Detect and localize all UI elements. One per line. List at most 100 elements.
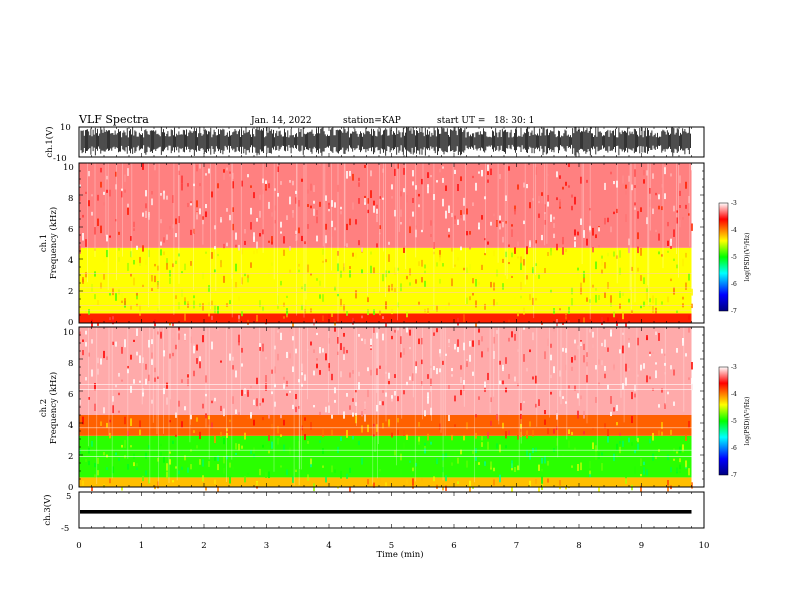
ch1-spec-speckle-749 xyxy=(640,247,642,256)
ch1-spec-speckle-2 xyxy=(79,294,81,298)
ch2-spec-striation-28 xyxy=(422,327,423,420)
ch1-spec-speckle-386 xyxy=(367,198,369,204)
ch2-spec-striation-19 xyxy=(168,327,170,483)
ch2-spec-speckle-512 xyxy=(463,435,465,441)
ch1-spec-speckle-436 xyxy=(406,311,408,318)
ch1-spec-striation-54 xyxy=(240,163,242,286)
ch1-spec-speckle-27 xyxy=(97,322,99,326)
ch2-spec-speckle-360 xyxy=(349,405,351,410)
ch1-spec-speckle-726 xyxy=(622,311,624,320)
ch1-spec-speckle-422 xyxy=(394,287,396,293)
ch2-spec-speckle-22 xyxy=(94,463,96,468)
ch2-spec-speckle-527 xyxy=(472,371,474,376)
ch1-spec-speckle-200 xyxy=(229,172,231,177)
ch2-spec-speckle-764 xyxy=(652,351,654,355)
ch2-spec-speckle-177 xyxy=(211,400,213,404)
ch2-spec-speckle-202 xyxy=(229,462,231,468)
ch2-spec-speckle-772 xyxy=(658,332,660,341)
ch1-spec-speckle-735 xyxy=(628,175,630,182)
ch2-spec-speckle-441 xyxy=(409,376,411,381)
ch1-spec-striation-23 xyxy=(485,163,486,254)
ch1-spec-speckle-230 xyxy=(250,222,252,230)
ch1-spec-speckle-773 xyxy=(658,233,660,241)
ch1-spec-speckle-597 xyxy=(526,262,528,267)
ch1-spec-speckle-132 xyxy=(178,170,180,176)
ch1-spec-speckle-474 xyxy=(433,194,435,200)
ch2-spec-speckle-161 xyxy=(199,356,201,363)
ch1-spec-speckle-324 xyxy=(322,315,324,322)
ch2-spec-speckle-514 xyxy=(463,383,465,391)
ch1-spec-speckle-613 xyxy=(538,195,540,202)
ch2-spec-speckle-716 xyxy=(616,404,618,411)
ch1-spec-speckle-465 xyxy=(427,308,429,314)
ch2-spec-speckle-524 xyxy=(472,450,474,454)
ch2-spec-speckle-79 xyxy=(136,463,138,467)
ch2-spec-speckle-508 xyxy=(460,389,462,396)
ch2-spec-speckle-743 xyxy=(634,466,636,474)
ch2-spec-speckle-11 xyxy=(85,377,87,381)
ch2-spec-speckle-749 xyxy=(640,485,642,494)
ch2-spec-speckle-461 xyxy=(424,410,426,417)
ch2-spec-speckle-522 xyxy=(469,480,471,487)
ch1-spec-speckle-73 xyxy=(133,221,135,228)
ch2-spec-speckle-257 xyxy=(271,391,273,394)
ch2-spec-speckle-346 xyxy=(337,351,339,355)
ch2-spec-speckle-818 xyxy=(691,362,693,370)
ch1-spec-speckle-389 xyxy=(370,170,372,177)
ch1-spec-speckle-819 xyxy=(691,163,693,171)
ch2-spec-speckle-539 xyxy=(481,435,483,441)
ch1-spec-speckle-126 xyxy=(172,195,174,204)
ch3-ytick-bottom: -5 xyxy=(61,524,69,534)
ch2-spec-speckle-329 xyxy=(325,370,327,377)
ch2-spec-speckle-417 xyxy=(391,335,393,340)
ch2-spec-speckle-281 xyxy=(289,390,291,393)
time-tick-label-1: 1 xyxy=(139,541,144,551)
ch2-spec-speckle-635 xyxy=(553,428,555,434)
ch1-spec-speckle-665 xyxy=(577,267,579,271)
ch2-spec-speckle-41 xyxy=(109,419,111,423)
ch1-spec-speckle-574 xyxy=(508,319,510,324)
ch1-spec-speckle-15 xyxy=(88,200,90,207)
ch1-spec-speckle-334 xyxy=(328,313,330,322)
ch2-spec-speckle-574 xyxy=(508,410,510,415)
ch2-spec-speckle-606 xyxy=(532,430,534,437)
ch1-spec-speckle-291 xyxy=(295,235,297,242)
ch1-spec-speckle-56 xyxy=(121,292,123,299)
ch1-spec-speckle-268 xyxy=(280,181,282,185)
ch2-spec-speckle-247 xyxy=(262,444,264,448)
ch2-spec-speckle-659 xyxy=(571,465,573,468)
ch1-spec-speckle-444 xyxy=(412,170,414,177)
ch1-spec-speckle-380 xyxy=(364,198,366,205)
ch2-spec-speckle-50 xyxy=(115,384,117,388)
ch1-spec-speckle-141 xyxy=(184,263,186,271)
ch2-spec-speckle-638 xyxy=(556,438,558,446)
ch1-spec-speckle-30 xyxy=(100,225,102,234)
ch2-spec-speckle-292 xyxy=(298,441,300,449)
ch2-spec-speckle-186 xyxy=(217,327,219,332)
ch2-spec-speckle-215 xyxy=(238,443,240,451)
ch2-spec-speckle-290 xyxy=(295,406,297,413)
ch1-spec-speckle-755 xyxy=(643,277,645,285)
ch2-spec-speckle-815 xyxy=(688,327,690,333)
ch2-spec-speckle-616 xyxy=(541,468,543,472)
ch2-spec-yticks: 0 2 4 6 8 10 xyxy=(63,328,74,493)
ch2-spec-speckle-2 xyxy=(79,398,81,405)
ch2-spec-speckle-642 xyxy=(559,486,561,490)
ch1-spec-speckle-775 xyxy=(658,205,660,210)
ch1-spec-speckle-803 xyxy=(679,205,681,208)
ch2-spec-striation-18 xyxy=(440,327,442,433)
ch1-colorbar-label: log(PSD)(V²/Hz) xyxy=(744,233,751,282)
ch1-spec-speckle-392 xyxy=(373,309,375,316)
ch1-spec-speckle-741 xyxy=(634,185,636,188)
ch1-spec-speckle-290 xyxy=(295,190,297,194)
ch1-spec-speckle-69 xyxy=(130,236,132,241)
ch2-spec-speckle-534 xyxy=(478,396,480,400)
ch1-spec-speckle-144 xyxy=(187,202,189,208)
ch1-spec-speckle-137 xyxy=(181,271,183,274)
ch1-spec-speckle-718 xyxy=(616,208,618,214)
ch1-spec-speckle-650 xyxy=(565,248,567,253)
ch1-spec-speckle-315 xyxy=(313,208,315,216)
ch2-spec-speckle-418 xyxy=(391,396,393,402)
ch2-spec-speckle-470 xyxy=(430,365,432,368)
ch1-spec-speckle-218 xyxy=(241,277,243,285)
